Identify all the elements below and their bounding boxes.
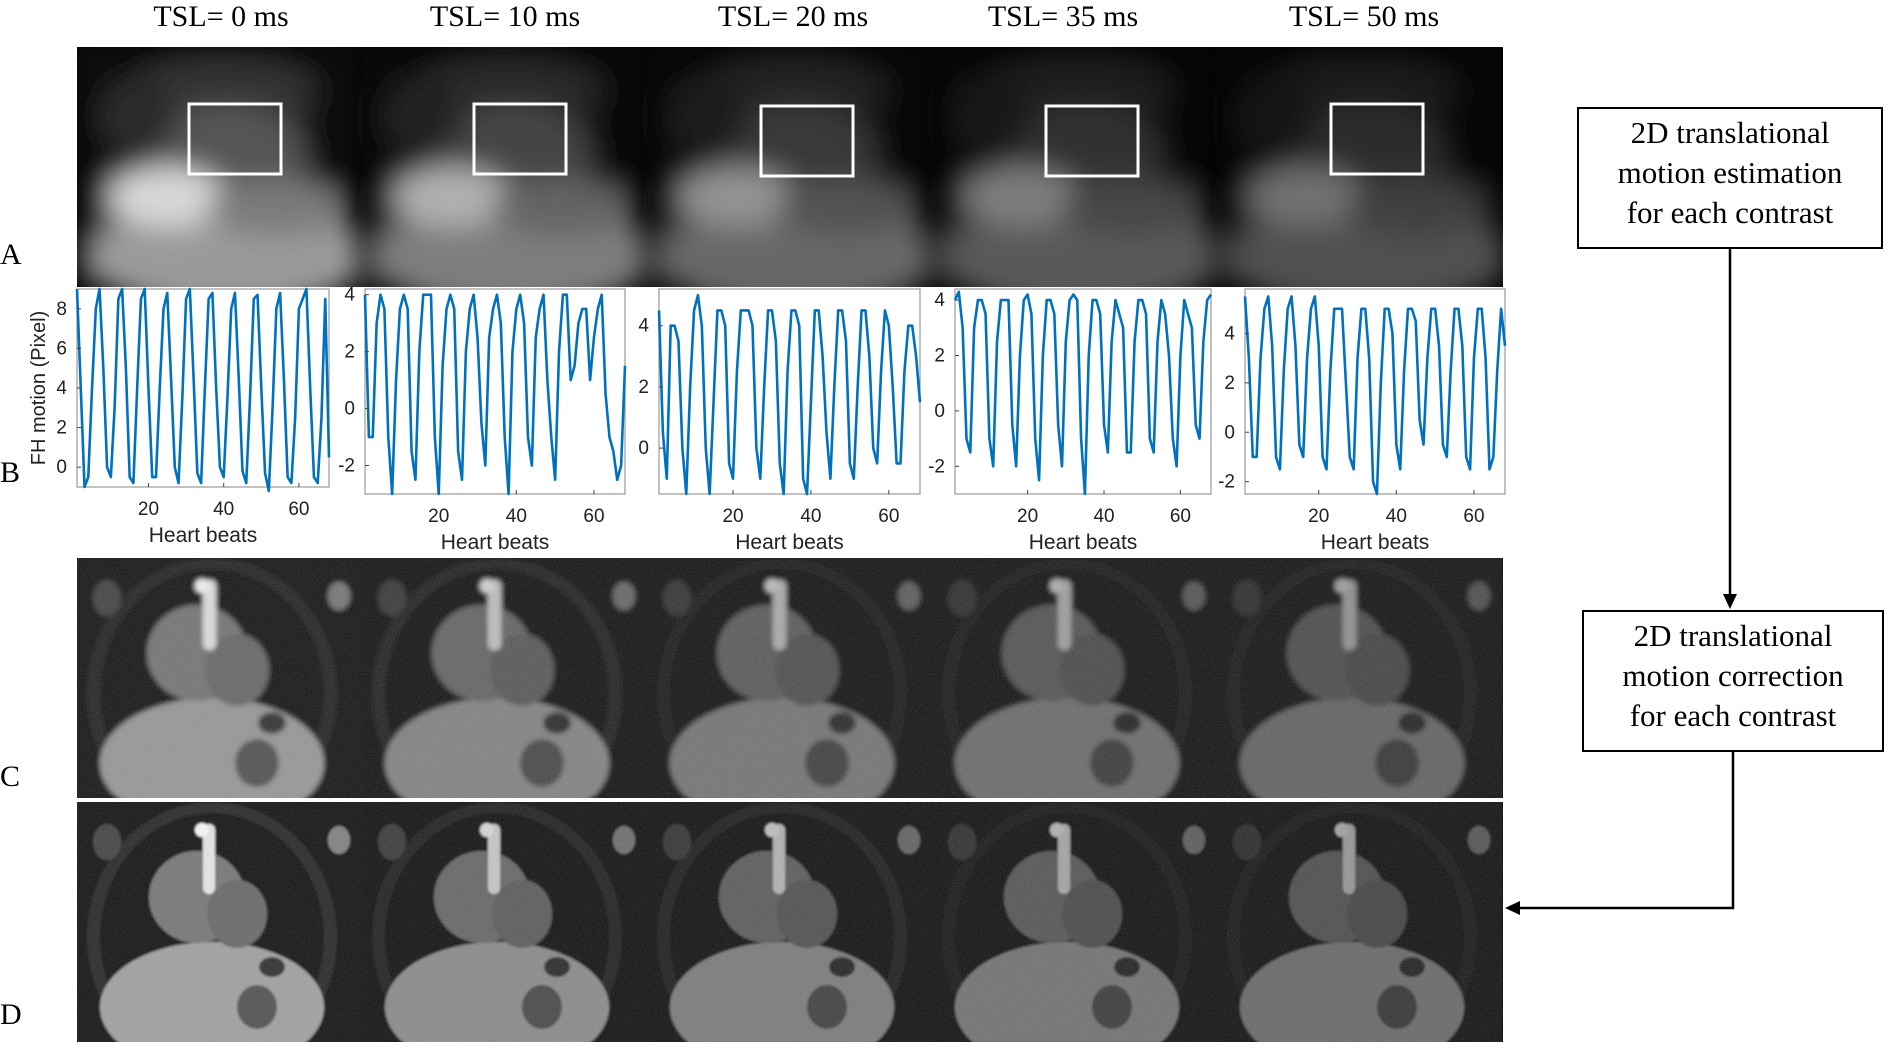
y-tick-label: 2: [344, 342, 355, 363]
arrow-correction-to-d: [1518, 752, 1735, 910]
x-tick-label: 60: [1463, 506, 1484, 527]
x-axis-label: Heart beats: [1029, 531, 1138, 554]
x-tick-label: 20: [1017, 506, 1038, 527]
y-tick-label: 4: [638, 316, 649, 337]
flow-text: 2D translational: [1630, 115, 1830, 150]
x-tick-label: 40: [800, 506, 821, 527]
image-strip-uncorrected: [77, 558, 1503, 798]
x-tick-label: 60: [1170, 506, 1191, 527]
x-axis-label: Heart beats: [441, 531, 550, 554]
x-tick-label: 20: [138, 499, 159, 520]
x-tick-label: 40: [1386, 506, 1407, 527]
tsl-label-20: TSL= 20 ms: [717, 0, 869, 33]
x-tick-label: 60: [288, 499, 309, 520]
roi-box: [1044, 104, 1140, 178]
y-tick-label: 4: [344, 285, 355, 306]
y-tick-label: 0: [638, 438, 649, 459]
y-tick-label: 8: [56, 299, 67, 320]
motion-series-line: [657, 293, 922, 496]
y-tick-label: 4: [56, 378, 67, 399]
flow-text: 2D translational: [1633, 618, 1833, 653]
y-tick-label: 4: [1224, 323, 1235, 344]
x-tick-label: 40: [213, 499, 234, 520]
motion-correction-box: 2D translational motion correction for e…: [1582, 610, 1884, 752]
y-tick-label: -2: [1218, 472, 1235, 493]
motion-series-line: [363, 293, 627, 496]
roi-box: [1329, 102, 1425, 176]
motion-estimation-box: 2D translational motion estimation for e…: [1577, 107, 1883, 249]
arrow-head-down: [1723, 594, 1737, 609]
x-tick-label: 60: [878, 506, 899, 527]
x-axis-label: Heart beats: [1321, 531, 1430, 554]
tsl-label-35: TSL= 35 ms: [987, 0, 1139, 33]
panel-label-c: C: [0, 760, 21, 793]
x-tick-label: 20: [428, 506, 449, 527]
flow-text: motion estimation: [1617, 155, 1843, 190]
roi-box: [759, 104, 855, 178]
motion-series-line: [1243, 295, 1507, 496]
y-tick-label: 2: [638, 377, 649, 398]
y-tick-label: 0: [344, 399, 355, 420]
y-tick-label: 2: [56, 418, 67, 439]
panel-label-d: D: [0, 998, 22, 1031]
motion-plots: 20 40 60 0 2 4 6 8 Heart beats FH motion (Pixel) 2…: [0, 280, 1520, 560]
y-tick-label: 0: [56, 457, 67, 478]
x-tick-label: 40: [506, 506, 527, 527]
y-tick-label: 0: [1224, 422, 1235, 443]
panel-label-b: B: [0, 456, 21, 489]
navigator-image-strip: [77, 47, 1503, 287]
y-tick-label: 4: [934, 290, 945, 311]
x-tick-label: 20: [1308, 506, 1329, 527]
image-strip-corrected: [77, 802, 1503, 1042]
motion-series-line: [953, 290, 1213, 496]
y-tick-label: -2: [338, 456, 355, 477]
y-tick-label: 6: [56, 338, 67, 359]
x-tick-label: 20: [722, 506, 743, 527]
tsl-label-50: TSL= 50 ms: [1288, 0, 1440, 33]
motion-series-line: [75, 287, 331, 493]
y-tick-label: -2: [928, 456, 945, 477]
y-axis-label: FH motion (Pixel): [28, 311, 50, 465]
roi-box: [187, 102, 283, 176]
tsl-label-0: TSL= 0 ms: [153, 0, 289, 33]
tsl-label-10: TSL= 10 ms: [429, 0, 581, 33]
panel-label-a: A: [0, 238, 22, 271]
y-tick-label: 2: [1224, 373, 1235, 394]
x-tick-label: 40: [1093, 506, 1114, 527]
x-axis-label: Heart beats: [149, 524, 258, 547]
x-tick-label: 60: [583, 506, 604, 527]
y-tick-label: 2: [934, 345, 945, 366]
arrow-head-left: [1505, 901, 1520, 915]
flow-text: for each contrast: [1629, 698, 1837, 733]
y-tick-label: 0: [934, 401, 945, 422]
roi-box: [472, 102, 568, 176]
x-axis-label: Heart beats: [735, 531, 844, 554]
flow-text: motion correction: [1622, 658, 1844, 693]
flow-text: for each contrast: [1626, 195, 1834, 230]
plot-frame: [1244, 288, 1506, 495]
